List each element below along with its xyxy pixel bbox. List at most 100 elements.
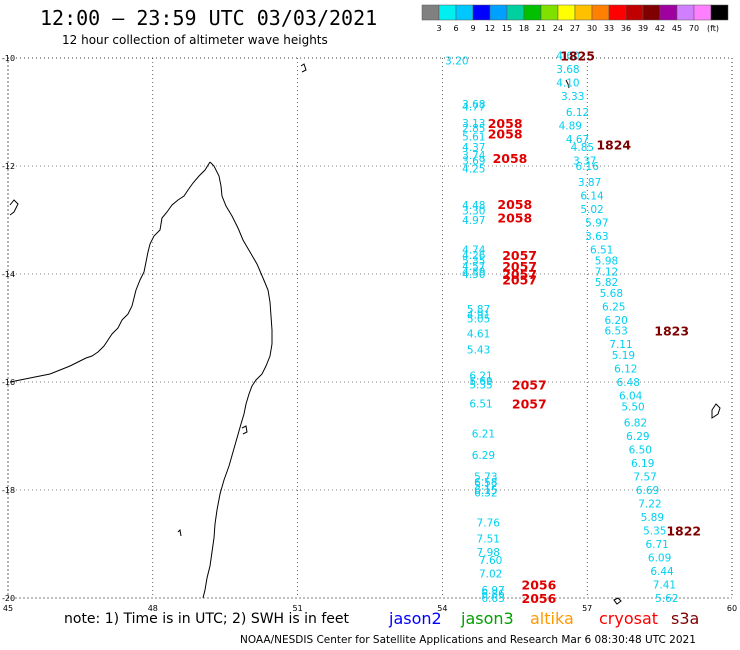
- wave-height-value: 5.35: [469, 380, 492, 392]
- wave-height-value: 3.68: [556, 64, 579, 76]
- legend-tick-label: 42: [655, 24, 665, 33]
- wave-height-value: 6.51: [590, 245, 613, 257]
- color-legend: 3 6 9 12 15 18 21 24 27 30 33 36 39 42 45 70 (ft): [421, 4, 729, 33]
- graticule: [7, 57, 733, 599]
- wave-height-value: 4.50: [462, 269, 485, 281]
- wave-height-value: 6.53: [604, 326, 627, 338]
- satellite-cryosat: cryosat: [599, 609, 659, 628]
- pass-time-label: 1824: [596, 137, 631, 152]
- wave-height-value: 5.62: [655, 593, 678, 605]
- wave-height-value: 6.44: [650, 566, 674, 578]
- wave-height-value: 4.57: [462, 261, 485, 273]
- wave-height-value: 3.20: [445, 56, 468, 68]
- wave-height-value: 4.97: [462, 215, 485, 227]
- wave-height-map: 3.20 4.603.684.103.333.684.77 6.123.132.85…: [2, 48, 737, 613]
- wave-height-value: 6.16: [576, 161, 600, 173]
- satellite-s3a: s3a: [671, 609, 700, 628]
- wave-height-value: 6.14: [580, 191, 604, 203]
- island-north: [300, 63, 307, 73]
- wave-height-value: 4.60: [556, 50, 579, 62]
- madagascar-coastline: [202, 161, 273, 599]
- wave-height-value: 7.76: [477, 517, 501, 529]
- wave-height-value: 6.50: [629, 445, 652, 457]
- wave-height-value: 3.37: [573, 156, 596, 168]
- pass-time-labels: 1825205820581824205820582058205720572057…: [488, 48, 701, 606]
- legend-tick-label: 18: [519, 24, 529, 33]
- wave-height-value: 5.68: [600, 288, 623, 300]
- wave-height-value: 6.20: [604, 315, 627, 327]
- wave-height-value: 6.29: [626, 431, 649, 443]
- wave-height-value: 4.61: [467, 328, 490, 340]
- longitude-label: 60: [727, 604, 737, 613]
- satellite-jason2: jason2: [389, 609, 442, 628]
- pass-time-label: 2057: [502, 267, 537, 282]
- wave-height-value: 6.15: [474, 485, 497, 497]
- observations: 3.20 4.603.684.103.333.684.77 6.123.132.85…: [445, 50, 678, 605]
- wave-height-value: 4.85: [571, 142, 594, 154]
- wave-height-value: 7.41: [653, 580, 676, 592]
- wave-height-value: 6.51: [469, 399, 492, 411]
- wave-height-value: 4.89: [559, 121, 582, 133]
- wave-height-value: 6.97: [481, 585, 504, 597]
- legend-tick-label: 36: [621, 24, 631, 33]
- legend-tick-label: 15: [502, 24, 512, 33]
- footer-credit: NOAA/NESDIS Center for Satellite Applica…: [240, 634, 696, 646]
- legend-tick-label: 9: [470, 24, 475, 33]
- wave-height-value: 7.12: [595, 266, 618, 278]
- wave-height-value: 5.50: [621, 401, 644, 413]
- wave-height-value: 6.19: [631, 458, 654, 470]
- wave-height-value: 4.26: [462, 250, 486, 262]
- wave-height-value: 4.91: [467, 310, 490, 322]
- madagascar-west-coastline: [9, 161, 211, 383]
- pass-time-label: 2057: [502, 259, 537, 274]
- wave-height-value: 6.25: [602, 301, 625, 313]
- wave-height-value: 5.35: [643, 526, 666, 538]
- latitude-label: -14: [2, 270, 15, 279]
- wave-height-value: 5.05: [467, 313, 490, 325]
- satellite-jason3: jason3: [461, 609, 514, 628]
- wave-height-value: 7.60: [479, 555, 502, 567]
- wave-height-value: 6.71: [645, 539, 668, 551]
- wave-height-value: 5.82: [595, 277, 618, 289]
- wave-height-value: 6.63: [481, 593, 504, 605]
- wave-height-value: 7.22: [638, 499, 661, 511]
- footer-note: note: 1) Time is in UTC; 2) SWH is in fe…: [64, 611, 350, 627]
- pass-time-label: 2057: [512, 378, 547, 393]
- wave-height-value: 6.86: [481, 589, 505, 601]
- wave-height-value: 5.02: [580, 204, 603, 216]
- wave-height-value: 3.69: [462, 156, 485, 168]
- wave-height-value: 7.11: [609, 339, 632, 351]
- legend-tick-label: 39: [638, 24, 648, 33]
- pass-time-label: 2058: [488, 127, 523, 142]
- island-cosmoledo: [9, 199, 19, 216]
- longitude-label: 48: [148, 604, 158, 613]
- longitude-label: 54: [437, 604, 447, 613]
- longitude-label: 45: [3, 604, 13, 613]
- wave-height-value: 5.69: [469, 376, 492, 388]
- pass-time-label: 1822: [666, 524, 701, 539]
- wave-height-value: 7.02: [479, 569, 502, 581]
- island-small-sw: [177, 528, 182, 537]
- latitude-label: -12: [2, 162, 15, 171]
- wave-height-value: 6.69: [636, 485, 659, 497]
- latitude-label: -16: [2, 378, 15, 387]
- page-subtitle: 12 hour collection of altimeter wave hei…: [62, 33, 328, 47]
- pass-time-label: 2056: [522, 591, 557, 606]
- legend-unit: (ft): [707, 24, 719, 33]
- longitude-label: 51: [293, 604, 303, 613]
- wave-height-value: 4.67: [566, 134, 589, 146]
- wave-height-value: 5.43: [467, 345, 490, 357]
- wave-height-value: 5.61: [462, 131, 485, 143]
- pass-time-label: 1825: [560, 48, 595, 63]
- legend-tick-label: 27: [570, 24, 580, 33]
- wave-height-value: 6.82: [624, 418, 647, 430]
- island-northeast: [565, 79, 570, 89]
- island-reunion: [613, 597, 622, 605]
- pass-time-label: 2056: [522, 578, 557, 593]
- wave-height-value: 4.25: [462, 164, 485, 176]
- longitude-label: 57: [582, 604, 592, 613]
- wave-height-value: 5.19: [612, 350, 635, 362]
- legend-tick-label: 21: [536, 24, 546, 33]
- page-title: 12:00 – 23:59 UTC 03/03/2021: [40, 6, 378, 30]
